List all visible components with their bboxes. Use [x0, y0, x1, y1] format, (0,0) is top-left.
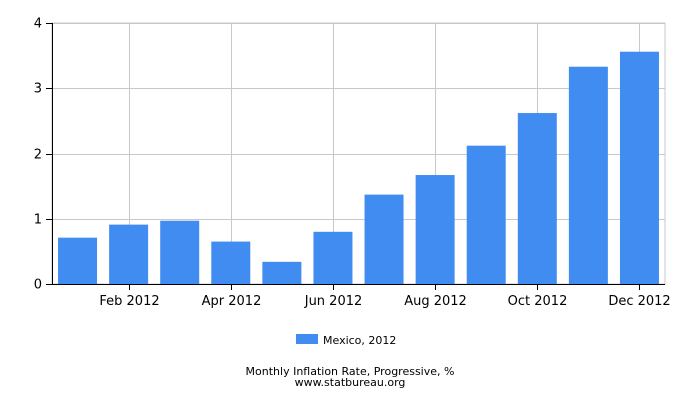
x-tick-label: Oct 2012 [508, 294, 568, 309]
bar-aug-2012 [415, 175, 455, 284]
x-tick-label: Apr 2012 [202, 294, 262, 309]
y-tick-label: 1 [34, 213, 42, 228]
bars [58, 51, 659, 285]
legend-label-mexico: Mexico, 2012 [323, 334, 396, 347]
x-tick-label: Aug 2012 [404, 294, 467, 309]
bar-dec-2012 [619, 51, 659, 285]
bar-nov-2012 [568, 66, 608, 284]
bar-sep-2012 [466, 145, 506, 284]
y-tick-label: 3 [34, 82, 42, 97]
legend: Mexico, 2012 [296, 334, 396, 347]
bar-mar-2012 [160, 220, 200, 284]
bar-may-2012 [262, 261, 302, 284]
bar-jul-2012 [364, 194, 404, 284]
axes: 0 1 2 3 4 Feb 2012 Apr 2012 Jun 2012 Aug 2012 Oct… [34, 17, 671, 310]
y-tick-label: 4 [34, 17, 42, 32]
chart-caption: Monthly Inflation Rate, Progressive, % [246, 365, 455, 378]
x-tick-label: Feb 2012 [99, 294, 159, 309]
y-tick-label: 0 [34, 278, 42, 293]
x-tick-label: Dec 2012 [608, 294, 670, 309]
y-tick-label: 2 [34, 148, 42, 163]
bar-feb-2012 [109, 224, 149, 284]
bar-apr-2012 [211, 241, 251, 284]
x-tick-label: Jun 2012 [304, 294, 363, 309]
bar-jan-2012 [58, 237, 98, 284]
chart-source: www.statbureau.org [295, 376, 406, 389]
legend-swatch-mexico [296, 334, 318, 344]
bar-jun-2012 [313, 231, 353, 284]
bar-oct-2012 [517, 113, 557, 284]
